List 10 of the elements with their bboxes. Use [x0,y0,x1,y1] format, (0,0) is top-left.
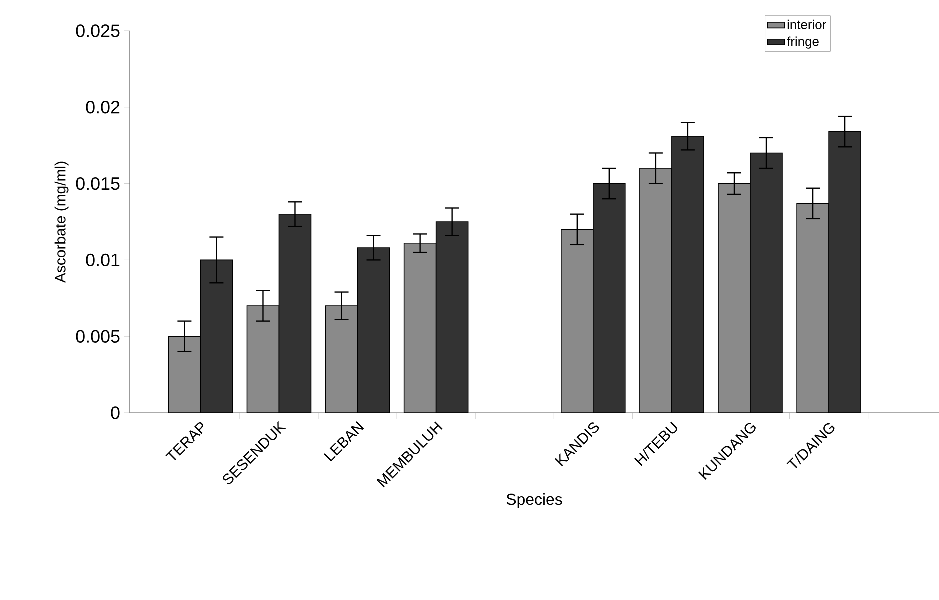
legend-label: interior [788,20,826,30]
y-tick-label: 0 [111,406,120,420]
y-tick-label: 0.02 [86,101,120,114]
y-tick-label: 0.015 [76,177,120,190]
legend-label: fringe [787,36,819,49]
y-tick-label: 0.01 [86,254,120,267]
y-tick-label: 0.025 [76,24,120,38]
x-axis-title: Species [506,493,562,508]
y-tick-label: 0.005 [76,330,120,343]
y-axis-title: Ascorbate (mg/ml) [54,162,69,283]
